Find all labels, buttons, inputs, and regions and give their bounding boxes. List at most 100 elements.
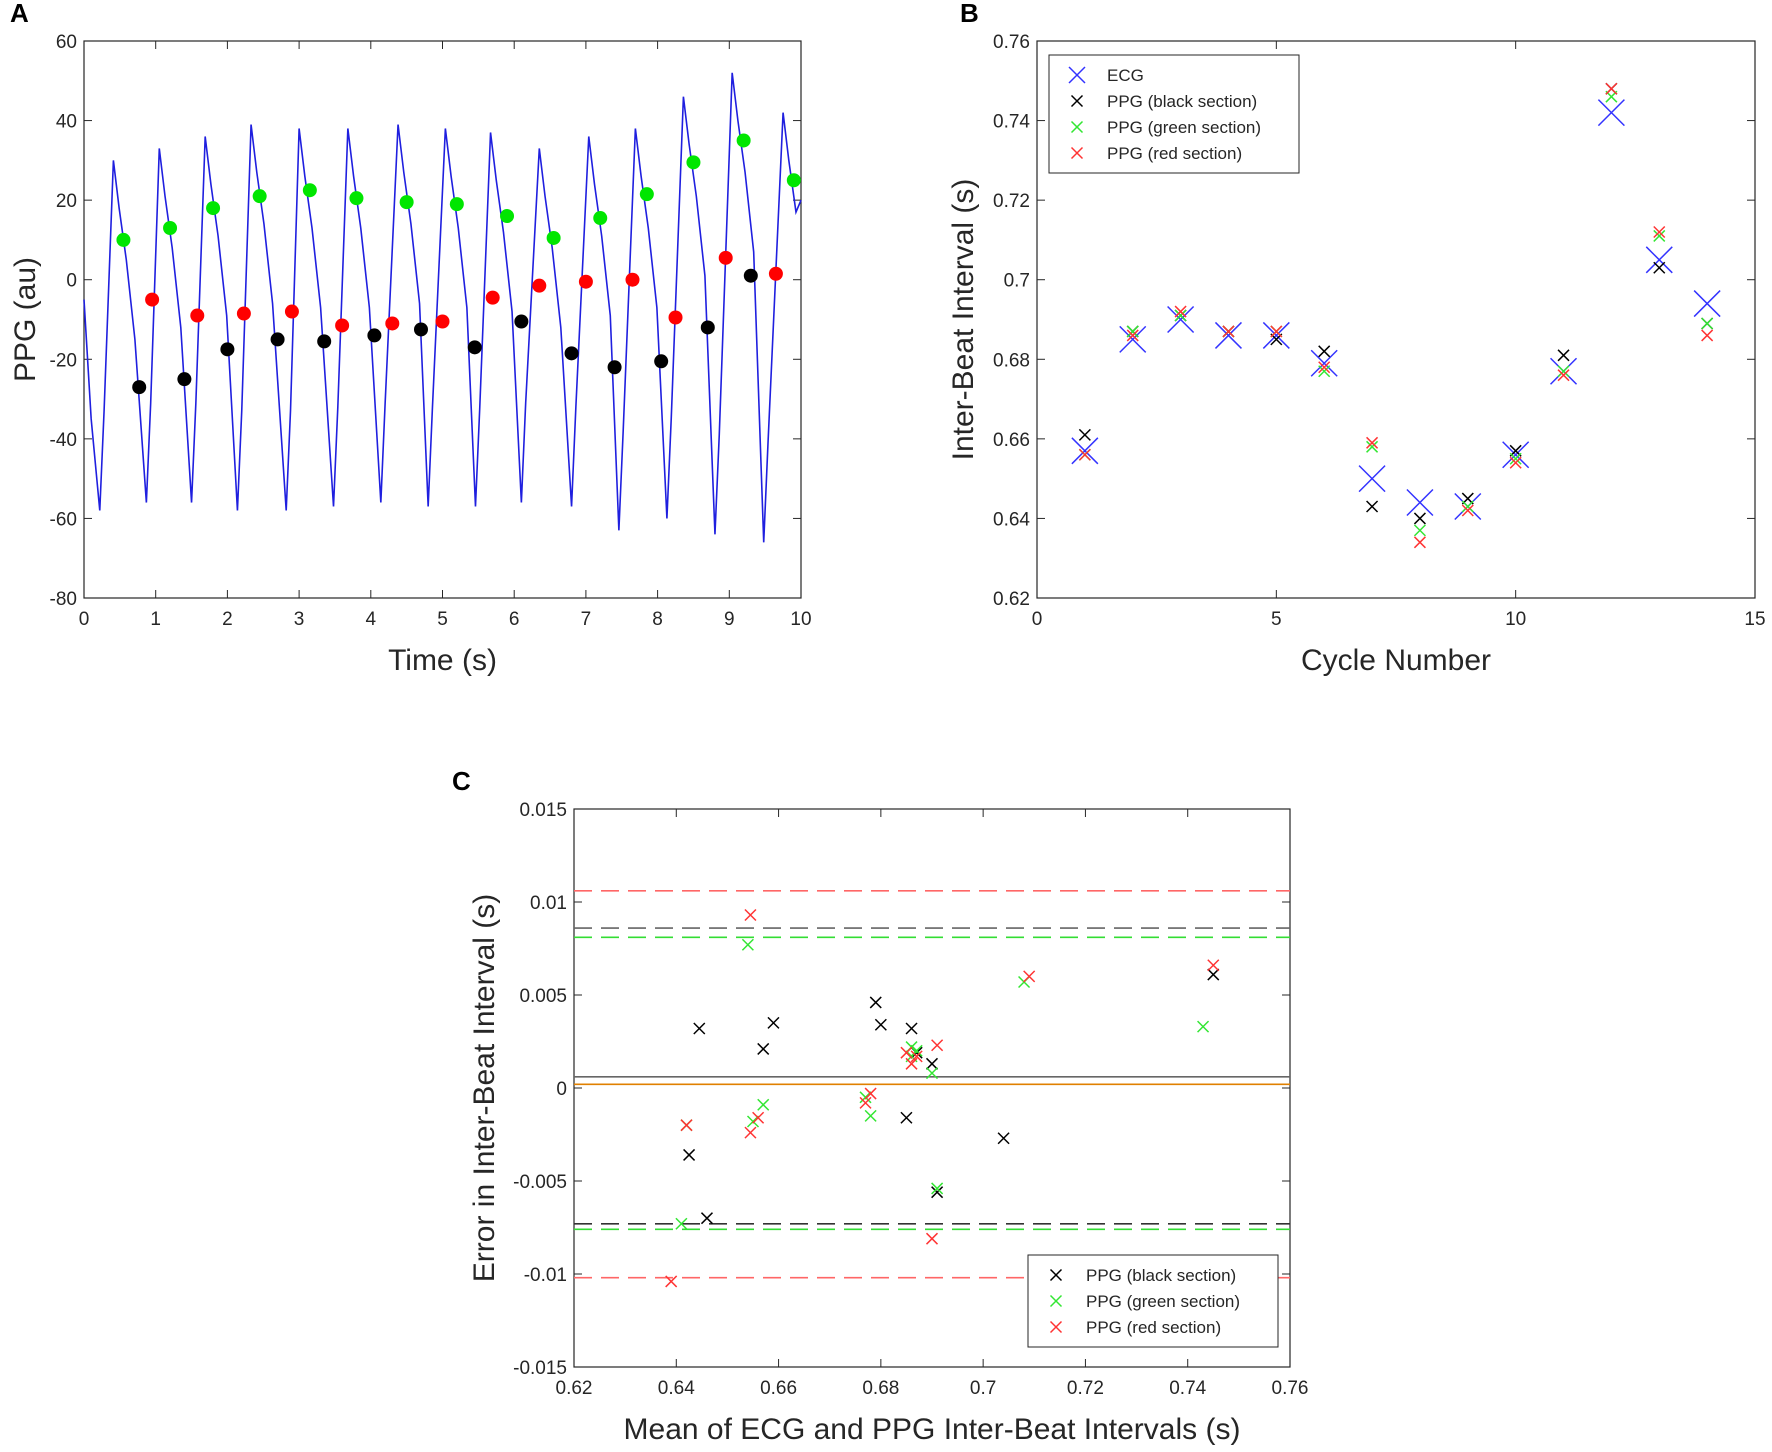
data-point <box>270 332 285 347</box>
y-tick-label: 0 <box>66 271 77 292</box>
legend-marker <box>1068 66 1086 84</box>
data-point <box>700 1212 714 1225</box>
data-point <box>768 266 783 281</box>
legend-label: PPG (red section) <box>1086 1318 1221 1337</box>
data-point <box>1197 1020 1210 1033</box>
data-point <box>859 1091 872 1104</box>
y-tick-label: 0.7 <box>1004 271 1030 292</box>
y-tick-label: 0.005 <box>519 986 567 1007</box>
data-point <box>1222 325 1235 338</box>
x-tick-label: 0.68 <box>862 1378 899 1399</box>
y-tick-label: 20 <box>56 191 77 212</box>
y-tick-label: 60 <box>56 32 77 53</box>
data-point <box>252 189 267 204</box>
legend-marker <box>1070 146 1084 160</box>
data-point <box>1413 512 1426 525</box>
data-point <box>757 1098 770 1111</box>
data-point <box>1126 325 1139 338</box>
data-point <box>1502 441 1530 469</box>
panel: B 0 5 10 15 0.62 0.64 0.66 0.68 0.7 0.72 0.74 0.76 Cy… <box>947 0 1766 677</box>
legend-marker <box>1049 1294 1063 1308</box>
y-axis-label: Error in Inter-Beat Interval (s) <box>468 894 501 1282</box>
data-point <box>546 230 561 245</box>
data-point <box>317 334 332 349</box>
data-point <box>668 310 683 325</box>
panel-label: C <box>452 766 471 796</box>
data-point <box>859 1096 872 1109</box>
data-point <box>757 1042 770 1055</box>
x-tick-label: 10 <box>1505 609 1526 630</box>
data-point <box>385 316 400 331</box>
y-tick-label: 40 <box>56 112 77 133</box>
data-point <box>1557 349 1570 362</box>
legend-box <box>1048 54 1300 174</box>
y-tick-label: -0.01 <box>524 1265 567 1286</box>
data-point <box>1461 504 1474 517</box>
data-point <box>485 290 500 305</box>
data-point <box>1413 536 1426 549</box>
data-point <box>163 220 178 235</box>
data-point <box>744 908 757 922</box>
data-point <box>1167 305 1195 334</box>
data-point <box>177 372 192 387</box>
y-axis-label: Inter-Beat Interval (s) <box>947 179 980 461</box>
x-axis-label: Mean of ECG and PPG Inter-Beat Intervals… <box>624 1413 1241 1446</box>
y-tick-label: -20 <box>50 350 77 371</box>
data-point <box>997 1132 1010 1145</box>
data-point <box>1262 321 1290 349</box>
data-point <box>1358 465 1386 493</box>
y-tick-label: -60 <box>50 509 77 530</box>
data-point <box>931 1182 944 1195</box>
x-tick-label: 0.66 <box>760 1378 797 1399</box>
data-point <box>1174 305 1187 318</box>
data-point <box>786 173 801 188</box>
data-point <box>746 1115 760 1128</box>
data-point <box>864 1109 877 1122</box>
y-tick-label: 0.72 <box>993 191 1030 212</box>
data-point <box>593 211 608 226</box>
y-tick-label: -0.005 <box>513 1172 567 1193</box>
x-axis-label: Cycle Number <box>1301 644 1491 677</box>
y-tick-label: 0.64 <box>993 509 1030 530</box>
legend-marker <box>1049 1320 1063 1334</box>
data-point <box>206 201 221 216</box>
x-tick-label: 6 <box>509 609 520 630</box>
legend: PPG (black section) PPG (green section) PP… <box>1027 1254 1279 1348</box>
data-point <box>435 314 450 329</box>
y-tick-label: 0.68 <box>993 350 1030 371</box>
data-point <box>910 1050 923 1063</box>
x-tick-label: 0 <box>79 609 90 630</box>
data-point <box>578 274 593 289</box>
panel: A 0 1 2 3 4 5 6 7 8 9 10 -80 -60 -40 -20 0 20 40 60 Time (s)… <box>9 0 812 677</box>
data-point <box>1653 261 1666 274</box>
data-point <box>639 187 654 202</box>
data-point <box>335 318 350 333</box>
x-tick-label: 8 <box>652 609 663 630</box>
data-point <box>665 1275 678 1288</box>
data-point <box>1597 99 1625 127</box>
panel-label: B <box>960 0 979 28</box>
x-tick-label: 0.72 <box>1067 1378 1104 1399</box>
data-point <box>413 322 428 337</box>
data-point <box>686 155 701 170</box>
data-point <box>284 304 299 319</box>
x-tick-label: 0.74 <box>1169 1378 1206 1399</box>
x-tick-label: 1 <box>150 609 161 630</box>
data-point <box>1406 488 1434 517</box>
data-point <box>1126 329 1139 342</box>
data-point <box>1509 452 1522 465</box>
data-point <box>1557 365 1570 378</box>
data-point <box>1119 325 1147 353</box>
x-tick-label: 0 <box>1032 609 1043 630</box>
panel: C 0.62 0.64 0.66 0.68 0.7 0.72 0.74 0.76 -0.015 -0… <box>452 766 1308 1446</box>
data-point <box>680 1119 693 1132</box>
data-point <box>1653 229 1666 242</box>
data-point <box>900 1111 913 1124</box>
data-point <box>1318 345 1331 358</box>
x-axis-label: Time (s) <box>388 644 497 677</box>
data-point <box>1207 968 1220 981</box>
data-line <box>83 72 802 543</box>
data-point <box>1557 369 1570 382</box>
data-point <box>449 197 464 212</box>
